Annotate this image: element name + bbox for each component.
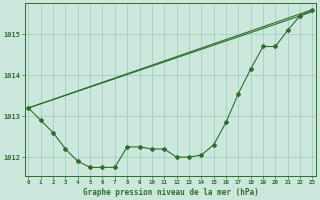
X-axis label: Graphe pression niveau de la mer (hPa): Graphe pression niveau de la mer (hPa)	[83, 188, 258, 197]
